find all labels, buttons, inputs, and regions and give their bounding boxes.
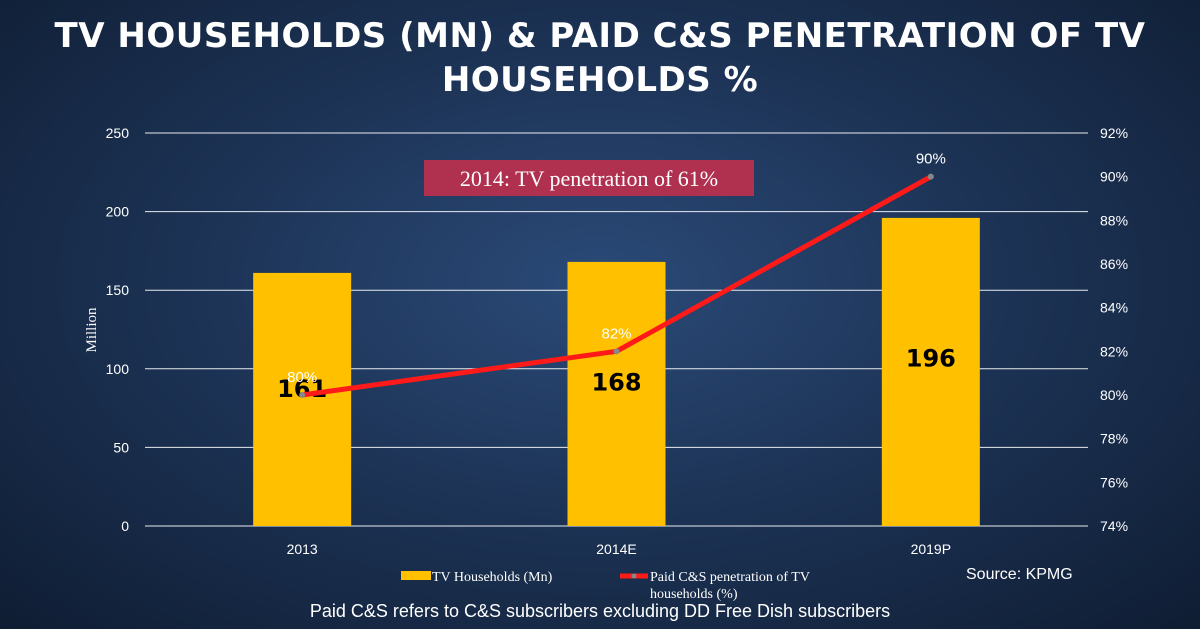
bar	[567, 261, 666, 526]
line-value-label: 80%	[287, 369, 317, 386]
right-tick-label: 88%	[1100, 212, 1128, 228]
bar-value-label: 168	[591, 369, 641, 397]
left-tick-label: 250	[106, 125, 130, 141]
x-tick-label: 2019P	[911, 541, 951, 557]
x-tick-label: 2013	[287, 541, 318, 557]
y-axis-label: Million	[84, 307, 100, 353]
left-tick-label: 100	[106, 361, 130, 377]
left-tick-label: 0	[121, 518, 129, 534]
legend-line-label-cont: households (%)	[650, 587, 738, 602]
legend-line-label: Paid C&S penetration of TV	[650, 570, 810, 585]
left-tick-label: 150	[106, 282, 130, 298]
left-tick-label: 50	[113, 439, 129, 455]
right-tick-label: 82%	[1100, 343, 1128, 359]
left-tick-label: 200	[106, 204, 130, 220]
bar-value-label: 161	[277, 375, 327, 403]
x-tick-label: 2014E	[596, 541, 636, 557]
legend-bar-label: TV Households (Mn)	[432, 570, 553, 585]
chart-title: TV HOUSEHOLDS (MN) & PAID C&S PENETRATIO…	[54, 16, 1146, 100]
right-tick-label: 90%	[1100, 169, 1128, 185]
annotation-box	[424, 160, 754, 196]
right-tick-label: 78%	[1100, 431, 1128, 447]
right-tick-label: 86%	[1100, 256, 1128, 272]
right-tick-label: 84%	[1100, 300, 1128, 316]
right-tick-label: 74%	[1100, 518, 1128, 534]
legend-bar-swatch	[401, 571, 431, 580]
footnote: Paid C&S refers to C&S subscribers exclu…	[309, 601, 891, 621]
line-value-label: 90%	[916, 151, 946, 168]
line-point	[927, 173, 934, 180]
line-point	[613, 348, 620, 355]
source-text: Source: KPMG	[966, 566, 1073, 583]
right-tick-label: 92%	[1100, 125, 1128, 141]
line-value-label: 82%	[601, 325, 631, 342]
bar	[881, 217, 980, 526]
right-tick-label: 76%	[1100, 474, 1128, 490]
line-point	[299, 392, 306, 398]
bar-value-label: 196	[906, 345, 956, 373]
right-tick-label: 80%	[1100, 387, 1128, 403]
bar	[253, 272, 352, 526]
legend-line-marker	[631, 573, 637, 579]
annotation-text: 2014: TV penetration of 61%	[460, 166, 718, 191]
